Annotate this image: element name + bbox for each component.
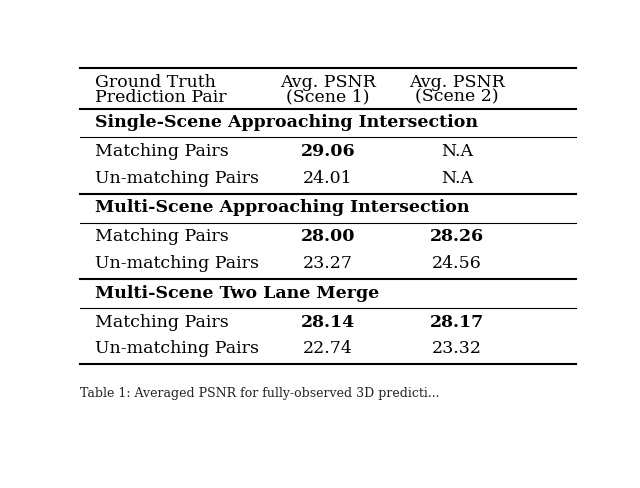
Text: (Scene 2): (Scene 2) — [415, 89, 499, 105]
Text: Matching Pairs: Matching Pairs — [95, 228, 228, 245]
Text: Un-matching Pairs: Un-matching Pairs — [95, 170, 259, 187]
Text: Multi-Scene Approaching Intersection: Multi-Scene Approaching Intersection — [95, 200, 469, 217]
Text: Matching Pairs: Matching Pairs — [95, 314, 228, 331]
Text: Ground Truth: Ground Truth — [95, 74, 216, 91]
Text: Matching Pairs: Matching Pairs — [95, 143, 228, 160]
Text: Avg. PSNR: Avg. PSNR — [280, 74, 376, 91]
Text: (Scene 1): (Scene 1) — [286, 89, 370, 105]
Text: 28.26: 28.26 — [430, 228, 484, 245]
Text: 28.17: 28.17 — [430, 314, 484, 331]
Text: 24.56: 24.56 — [432, 255, 482, 272]
Text: Avg. PSNR: Avg. PSNR — [409, 74, 505, 91]
Text: Prediction Pair: Prediction Pair — [95, 89, 227, 105]
Text: 28.00: 28.00 — [301, 228, 355, 245]
Text: N.A: N.A — [441, 143, 473, 160]
Text: 29.06: 29.06 — [301, 143, 355, 160]
Text: 22.74: 22.74 — [303, 341, 353, 357]
Text: 24.01: 24.01 — [303, 170, 353, 187]
Text: Multi-Scene Two Lane Merge: Multi-Scene Two Lane Merge — [95, 285, 379, 302]
Text: Table 1: Averaged PSNR for fully-observed 3D predicti...: Table 1: Averaged PSNR for fully-observe… — [80, 387, 440, 400]
Text: 23.32: 23.32 — [432, 341, 482, 357]
Text: Un-matching Pairs: Un-matching Pairs — [95, 255, 259, 272]
Text: Single-Scene Approaching Intersection: Single-Scene Approaching Intersection — [95, 114, 478, 131]
Text: N.A: N.A — [441, 170, 473, 187]
Text: Un-matching Pairs: Un-matching Pairs — [95, 341, 259, 357]
Text: 28.14: 28.14 — [301, 314, 355, 331]
Text: 23.27: 23.27 — [303, 255, 353, 272]
